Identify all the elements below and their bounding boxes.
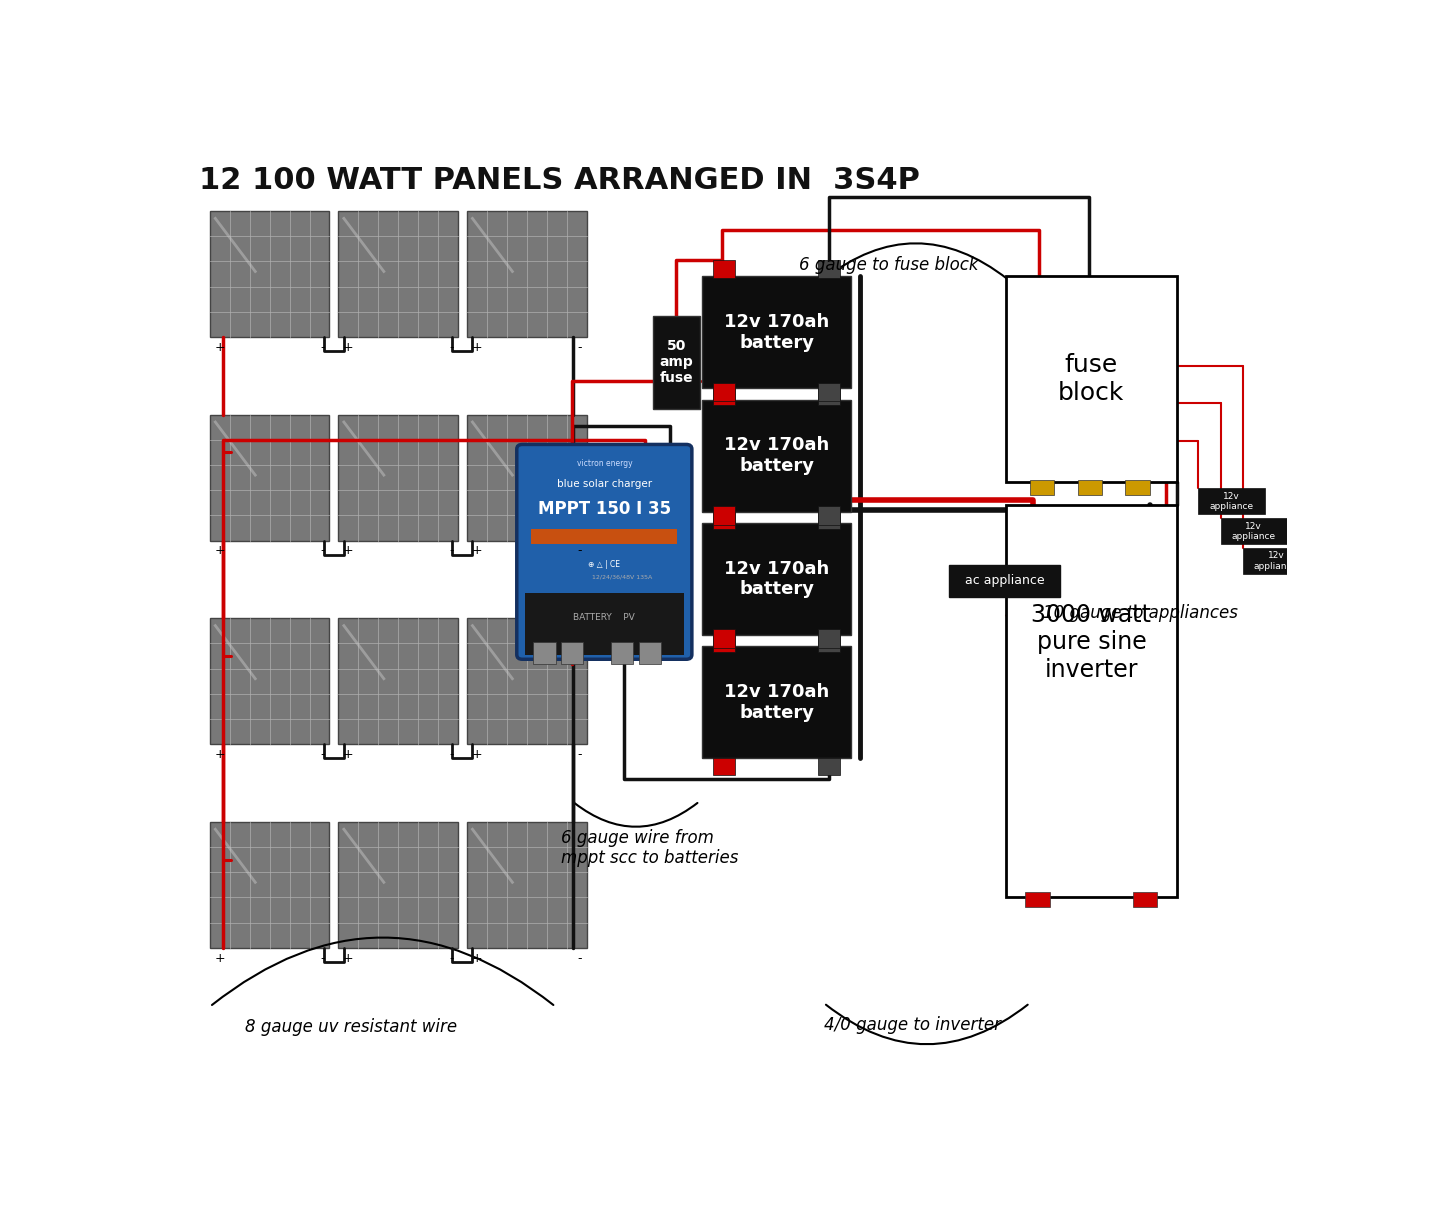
- Text: -: -: [449, 545, 453, 558]
- Text: 12v 170ah
battery: 12v 170ah battery: [724, 437, 829, 475]
- Text: 12v 170ah
battery: 12v 170ah battery: [724, 683, 829, 722]
- Text: -: -: [449, 748, 453, 761]
- Text: 12v
appliance: 12v appliance: [1210, 491, 1254, 511]
- Bar: [339, 415, 458, 541]
- Text: +: +: [214, 545, 225, 558]
- Text: +: +: [343, 952, 353, 964]
- Bar: [531, 529, 678, 543]
- Bar: [654, 315, 699, 409]
- Bar: [466, 211, 586, 337]
- Bar: [714, 758, 735, 775]
- Bar: [1005, 505, 1177, 898]
- Bar: [702, 523, 851, 634]
- Text: 6 gauge wire from
mppt scc to batteries: 6 gauge wire from mppt scc to batteries: [561, 828, 738, 867]
- Text: -: -: [449, 952, 453, 964]
- Bar: [702, 277, 851, 388]
- Text: 12 100 WATT PANELS ARRANGED IN  3S4P: 12 100 WATT PANELS ARRANGED IN 3S4P: [199, 166, 919, 195]
- Bar: [210, 619, 329, 745]
- Text: +: +: [472, 748, 482, 761]
- Text: -: -: [320, 545, 325, 558]
- Bar: [1133, 892, 1157, 907]
- Bar: [1125, 480, 1150, 495]
- Text: 12/24/36/48V 135A: 12/24/36/48V 135A: [556, 574, 652, 579]
- Text: -: -: [578, 545, 582, 558]
- Bar: [714, 630, 735, 648]
- Bar: [1030, 480, 1054, 495]
- Text: -: -: [578, 748, 582, 761]
- Bar: [525, 593, 684, 655]
- Text: +: +: [343, 341, 353, 354]
- Bar: [1078, 480, 1103, 495]
- Text: BATTERY    PV: BATTERY PV: [573, 613, 635, 622]
- Bar: [1198, 489, 1266, 514]
- Bar: [1025, 892, 1050, 907]
- Bar: [210, 821, 329, 947]
- Text: 10 gauge to appliances: 10 gauge to appliances: [1042, 604, 1238, 621]
- Text: ac appliance: ac appliance: [965, 574, 1044, 587]
- Bar: [702, 399, 851, 512]
- Text: MPPT 150 I 35: MPPT 150 I 35: [538, 500, 671, 518]
- Bar: [210, 415, 329, 541]
- Bar: [1005, 277, 1177, 482]
- Text: -: -: [578, 341, 582, 354]
- Text: ⊕ △ | CE: ⊕ △ | CE: [588, 559, 621, 569]
- Text: +: +: [472, 545, 482, 558]
- Text: -: -: [449, 341, 453, 354]
- Text: -: -: [320, 341, 325, 354]
- Text: +: +: [472, 341, 482, 354]
- Bar: [818, 383, 841, 402]
- Bar: [818, 758, 841, 775]
- Bar: [714, 506, 735, 525]
- Bar: [561, 642, 583, 664]
- Text: fuse
block: fuse block: [1058, 353, 1124, 405]
- Text: 12v 170ah
battery: 12v 170ah battery: [724, 313, 829, 352]
- Text: +: +: [472, 952, 482, 964]
- Bar: [818, 512, 841, 529]
- Bar: [818, 388, 841, 405]
- Text: +: +: [214, 341, 225, 354]
- Text: +: +: [214, 748, 225, 761]
- Bar: [714, 634, 735, 651]
- Text: +: +: [214, 952, 225, 964]
- Bar: [466, 821, 586, 947]
- Bar: [950, 565, 1060, 597]
- Bar: [339, 211, 458, 337]
- Text: 50
amp
fuse: 50 amp fuse: [659, 340, 694, 386]
- Bar: [339, 821, 458, 947]
- Bar: [339, 619, 458, 745]
- Text: 12v
appliance: 12v appliance: [1231, 522, 1276, 541]
- Bar: [818, 634, 841, 651]
- Bar: [714, 388, 735, 405]
- Text: 12v 170ah
battery: 12v 170ah battery: [724, 559, 829, 598]
- Text: 4/0 gauge to inverter: 4/0 gauge to inverter: [824, 1016, 1001, 1035]
- Text: 8 gauge uv resistant wire: 8 gauge uv resistant wire: [246, 1018, 458, 1036]
- Text: 12v
appliance: 12v appliance: [1254, 552, 1298, 571]
- Text: +: +: [343, 545, 353, 558]
- Bar: [1243, 548, 1310, 574]
- Text: 6 gauge to fuse block: 6 gauge to fuse block: [799, 256, 980, 274]
- Text: 3000 watt
pure sine
inverter: 3000 watt pure sine inverter: [1031, 603, 1151, 682]
- Text: blue solar charger: blue solar charger: [556, 479, 652, 489]
- Bar: [210, 211, 329, 337]
- Bar: [466, 619, 586, 745]
- Bar: [1220, 518, 1287, 545]
- Bar: [714, 260, 735, 278]
- Bar: [639, 642, 661, 664]
- Bar: [533, 642, 556, 664]
- Text: victron energy: victron energy: [576, 459, 632, 468]
- FancyBboxPatch shape: [516, 444, 692, 660]
- Bar: [818, 630, 841, 648]
- Text: -: -: [320, 748, 325, 761]
- Bar: [702, 647, 851, 758]
- Bar: [714, 512, 735, 529]
- Bar: [818, 260, 841, 278]
- Text: +: +: [343, 748, 353, 761]
- Text: -: -: [320, 952, 325, 964]
- Text: -: -: [578, 952, 582, 964]
- Bar: [714, 383, 735, 402]
- Bar: [611, 642, 633, 664]
- Bar: [466, 415, 586, 541]
- Bar: [818, 506, 841, 525]
